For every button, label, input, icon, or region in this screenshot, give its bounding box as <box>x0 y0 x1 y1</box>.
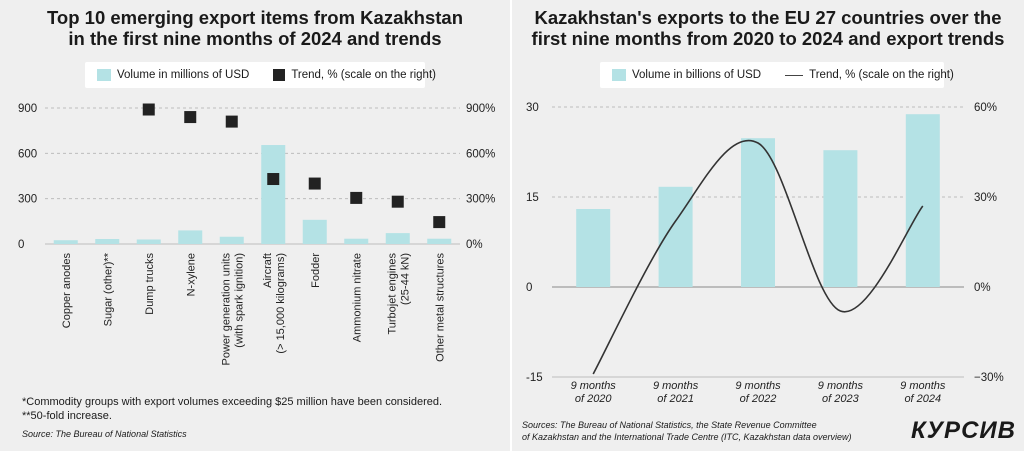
bar <box>95 239 120 244</box>
left-chart-plot: 0 300 600 900 0% 300% 600% 900% Copper anodes Sug… <box>18 103 495 366</box>
y2-tick-label: 900% <box>466 103 495 115</box>
right-panel: Kazakhstan's exports to the EU 27 countr… <box>512 0 1024 451</box>
right-legend-trend-label: Trend, % (scale on the right) <box>809 69 954 81</box>
x-tick-label: 9 months <box>653 380 699 392</box>
x-tick-label: Ammonium nitrate <box>351 253 363 342</box>
left-source: Source: The Bureau of National Statistic… <box>22 429 187 439</box>
x-tick-label: Other metal structures <box>434 253 446 362</box>
left-legend-trend: Trend, % (scale on the right) <box>273 69 436 81</box>
trend-marker <box>267 173 280 186</box>
bar <box>53 240 78 244</box>
x-tick-label: N-xylene <box>185 253 197 296</box>
bar <box>219 236 244 244</box>
x-tick-label: Copper anodes <box>61 253 73 329</box>
right-source-2: of Kazakhstan and the International Trad… <box>522 432 852 442</box>
left-legend: Volume in millions of USD Trend, % (scal… <box>85 62 436 88</box>
kursiv-logo: КУРСИВ <box>911 417 1016 444</box>
trend-marker <box>391 195 404 208</box>
y2-tick-label: −30% <box>974 372 1004 384</box>
line-swatch-icon <box>785 74 804 76</box>
left-chart-title: Top 10 emerging export items from Kazakh… <box>0 7 510 49</box>
bar <box>261 145 286 244</box>
left-legend-volume-label: Volume in millions of USD <box>117 69 250 81</box>
left-legend-trend-label: Trend, % (scale on the right) <box>291 69 436 81</box>
bar <box>658 186 693 287</box>
bar <box>905 114 940 287</box>
y-tick-label: -15 <box>526 372 543 384</box>
y2-tick-label: 600% <box>466 148 495 160</box>
bar-swatch-icon <box>612 69 626 81</box>
x-tick-label: 9 months <box>900 380 946 392</box>
y2-tick-label: 30% <box>974 192 997 204</box>
x-tick-label: (> 15,000 kilograms) <box>275 253 287 354</box>
y-tick-label: 900 <box>18 103 37 115</box>
x-tick-label: Sugar (other)** <box>102 252 114 326</box>
x-tick-label: Dump trucks <box>144 253 156 315</box>
x-tick-label: of 2022 <box>740 393 777 405</box>
y2-tick-label: 0% <box>466 239 483 251</box>
y-tick-label: 30 <box>526 102 539 114</box>
right-title-line2: first nine months from 2020 to 2024 and … <box>531 28 1005 49</box>
right-source-1: Sources: The Bureau of National Statisti… <box>522 420 817 430</box>
y-tick-label: 15 <box>526 192 539 204</box>
bar <box>741 138 775 287</box>
y2-tick-label: 60% <box>974 102 997 114</box>
x-tick-label: of 2024 <box>904 393 941 405</box>
bar <box>178 230 203 244</box>
trend-marker <box>184 111 197 124</box>
y2-tick-label: 300% <box>466 194 495 206</box>
left-title-line2: in the first nine months of 2024 and tre… <box>68 28 442 49</box>
x-tick-label: 9 months <box>571 380 617 392</box>
bar <box>427 238 452 244</box>
bar <box>576 209 611 287</box>
x-tick-label: of 2020 <box>575 393 613 405</box>
y-tick-label: 600 <box>18 148 37 160</box>
bar <box>823 150 858 287</box>
trend-marker <box>225 115 238 128</box>
x-tick-label: of 2023 <box>822 393 860 405</box>
bar-swatch-icon <box>97 69 111 81</box>
x-tick-label: Aircraft <box>262 253 274 288</box>
x-tick-label: of 2021 <box>657 393 694 405</box>
bar <box>385 233 410 244</box>
bar <box>344 238 369 244</box>
right-legend-volume: Volume in billions of USD <box>612 69 761 81</box>
x-tick-label: Turbojet engines <box>386 253 398 335</box>
square-marker-icon <box>273 69 286 81</box>
left-note-2: **50-fold increase. <box>22 410 112 422</box>
y-tick-label: 0 <box>526 282 532 294</box>
left-note-1: *Commodity groups with export volumes ex… <box>22 396 443 408</box>
bar <box>302 219 327 244</box>
trend-marker <box>433 216 446 229</box>
trend-line <box>592 139 924 375</box>
x-tick-label: Power generation units <box>220 253 232 366</box>
bar <box>136 239 161 244</box>
y-tick-label: 300 <box>18 194 37 206</box>
left-legend-volume: Volume in millions of USD <box>97 69 249 81</box>
x-tick-label: (with spark ignition) <box>233 253 245 348</box>
trend-marker <box>308 177 321 190</box>
x-tick-label: Fodder <box>310 253 322 288</box>
x-tick-label: 9 months <box>735 380 781 392</box>
trend-marker <box>142 103 155 116</box>
left-panel: Top 10 emerging export items from Kazakh… <box>0 0 510 451</box>
right-chart-title: Kazakhstan's exports to the EU 27 countr… <box>512 7 1024 49</box>
x-tick-label: 9 months <box>818 380 864 392</box>
right-legend-volume-label: Volume in billions of USD <box>632 69 762 81</box>
y-tick-label: 0 <box>18 239 24 251</box>
right-title-line1: Kazakhstan's exports to the EU 27 countr… <box>534 7 1002 28</box>
y2-tick-label: 0% <box>974 282 991 294</box>
left-title-line1: Top 10 emerging export items from Kazakh… <box>46 7 463 28</box>
right-legend: Volume in billions of USD Trend, % (scal… <box>600 62 954 88</box>
trend-marker <box>350 191 363 204</box>
x-tick-label: (25-44 kN) <box>399 253 411 305</box>
right-legend-trend: Trend, % (scale on the right) <box>785 69 954 81</box>
panel-divider <box>510 0 512 451</box>
